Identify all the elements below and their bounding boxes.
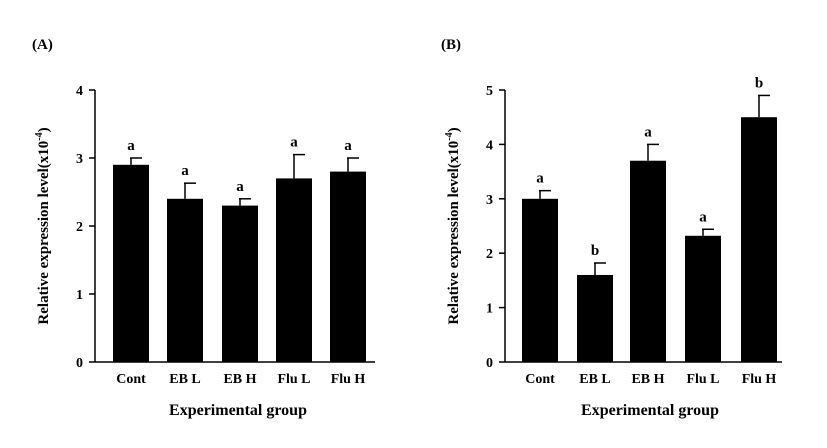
panel-a-y-tick-label: 0 <box>76 356 83 371</box>
panel-b-y-tick-label: 5 <box>486 84 493 99</box>
panel-b-significance-letters: a b a a b <box>536 75 763 259</box>
panel-a-y-tick-label: 1 <box>76 288 83 303</box>
panel-b-bar <box>630 160 666 362</box>
panel-a-bar <box>330 171 366 362</box>
panel-a-x-tick-label: Flu L <box>277 372 310 387</box>
panel-b-significance-letter: b <box>591 243 599 259</box>
panel-b-bar <box>522 198 558 362</box>
panel-a-y-tick-label: 2 <box>76 220 83 235</box>
panel-b-x-tick-label: EB L <box>579 372 611 387</box>
panel-b-y-tick-label: 0 <box>486 356 493 371</box>
panel-a-x-tick-labels: Cont EB L EB H Flu L Flu H <box>116 372 365 387</box>
panel-a-x-tick-label: Cont <box>116 372 146 387</box>
panel-a-bar <box>113 164 149 362</box>
panel-a-error-bars <box>130 153 359 206</box>
panel-b-x-axis-title: Experimental group <box>581 402 719 419</box>
panel-a-x-tick-label: Flu H <box>331 372 366 387</box>
panel-a-significance-letter: a <box>127 138 135 154</box>
panel-b-y-tick-label: 2 <box>486 247 493 262</box>
panel-a-y-tick-label: 3 <box>76 152 83 167</box>
panel-b-bar <box>741 117 777 362</box>
panel-a-significance-letter: a <box>181 163 189 179</box>
panel-a-bar <box>222 205 258 362</box>
panel-b-significance-letter: a <box>699 209 707 225</box>
panel-a-x-axis-title: Experimental group <box>169 402 307 419</box>
panel-b-x-tick-label: EB H <box>631 372 664 387</box>
panel-b-significance-letter: b <box>755 75 763 91</box>
panel-b-y-tick-label: 1 <box>486 302 493 317</box>
panel-b-y-tick-label: 4 <box>486 138 493 153</box>
panel-b-significance-letter: a <box>536 171 544 187</box>
panel-b-x-tick-labels: Cont EB L EB H Flu L Flu H <box>525 372 776 387</box>
panel-b-y-tick-label: 3 <box>486 193 493 208</box>
panel-b-bars <box>522 117 777 362</box>
panel-a-significance-letters: a a a a a <box>127 135 352 195</box>
panel-a-y-tick-label: 4 <box>76 84 83 99</box>
panel-a-significance-letter: a <box>236 179 244 195</box>
panel-b-y-ticks: 0 1 2 3 4 5 <box>486 84 505 371</box>
panel-b-error-bars <box>539 94 770 275</box>
panel-a-significance-letter: a <box>344 138 352 154</box>
panel-a: (A) a a a a a 0 1 2 3 4 Cont EB L EB H Flu L Flu H E… <box>32 37 375 419</box>
panel-b-label: (B) <box>441 37 461 53</box>
panel-b-significance-letter: a <box>644 124 652 140</box>
panel-b-x-tick-label: Cont <box>525 372 555 387</box>
panel-b-bar <box>577 274 613 362</box>
panel-a-label: (A) <box>32 37 53 53</box>
panel-b-x-tick-label: Flu L <box>686 372 719 387</box>
panel-b-y-axis-title: Relative expression level(x10-4) <box>444 127 462 324</box>
panel-b-x-tick-label: Flu H <box>742 372 777 387</box>
panel-a-y-axis-title: Relative expression level(x10-4) <box>34 127 52 324</box>
panel-a-x-tick-label: EB H <box>223 372 256 387</box>
panel-a-bar <box>276 178 312 362</box>
panel-a-bars <box>113 164 366 362</box>
panel-a-x-tick-label: EB L <box>169 372 201 387</box>
panel-a-y-ticks: 0 1 2 3 4 <box>76 84 95 371</box>
panel-a-significance-letter: a <box>290 135 298 151</box>
panel-a-bar <box>167 198 203 362</box>
panel-b-bar <box>685 235 721 362</box>
